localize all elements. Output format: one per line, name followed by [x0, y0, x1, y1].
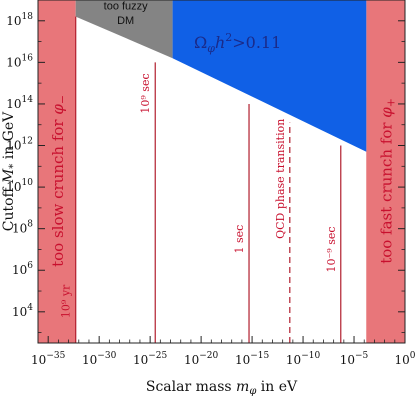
y-tick-label-exp: 10 [22, 178, 34, 188]
y-tick-label-base: 10 [6, 139, 21, 153]
too-slow-crunch-sub: − [56, 95, 69, 104]
y-tick-label-exp: 4 [27, 303, 33, 313]
y-tick-label-base: 10 [6, 14, 21, 28]
x-axis-title-var: m [236, 379, 249, 395]
y-tick-label-exp: 16 [22, 53, 34, 63]
y-tick-label-exp: 12 [22, 137, 33, 147]
x-tick-label: 10−5 [340, 351, 369, 367]
x-tick-label-exp: −25 [148, 351, 167, 361]
y-tick-label-exp: 18 [22, 12, 34, 22]
labels-layer: 10⁹ yr 10⁹ sec 1 sec QCD phase transition 10… [60, 73, 338, 318]
x-tick-label: 10−15 [235, 351, 270, 367]
y-axis-title-var: M [1, 168, 17, 184]
x-tick-label: 100 [394, 351, 415, 367]
x-tick-label-exp: −30 [97, 351, 116, 361]
x-tick-label-exp: −35 [46, 351, 65, 361]
y-tick-label-exp: 6 [27, 261, 33, 271]
too-slow-crunch-var: φ [49, 104, 67, 115]
x-tick-label-exp: −20 [199, 351, 218, 361]
x-tick-label: 10−10 [286, 351, 321, 367]
x-tick-label: 10−30 [82, 351, 117, 367]
x-tick-label-exp: −10 [301, 351, 320, 361]
y-tick-label-exp: 8 [27, 220, 33, 230]
x-axis-title: Scalar mass mφ in eV [146, 379, 298, 397]
ticks-layer: 10−35 10−30 10−25 10−20 10−15 10−10 10−5 100104… [6, 0, 415, 367]
omega-sub: φ [207, 42, 215, 55]
y-axis-title-prefix: Cutoff [1, 183, 17, 231]
y-tick-label-base: 10 [6, 180, 21, 194]
too-fast-crunch-label: too fast crunch for φ+ [378, 98, 398, 264]
x-tick-label: 10−25 [133, 351, 168, 367]
omega-symbol: Ω [194, 33, 207, 52]
too-fast-crunch-region [366, 0, 405, 343]
y-tick-label: 1010 [6, 178, 33, 194]
x-tick-label-base: 10 [82, 353, 97, 367]
too-fast-crunch-prefix: too fast crunch for [378, 118, 396, 264]
y-tick-label: 1012 [6, 137, 33, 153]
regions-layer [38, 0, 405, 343]
x-tick-label-exp: −15 [250, 351, 269, 361]
plot-frame [37, 0, 406, 344]
x-tick-label-base: 10 [394, 353, 409, 367]
x-axis-title-sub: φ [249, 386, 256, 397]
x-axis-title-prefix: Scalar mass [146, 379, 236, 395]
y-tick-label: 1014 [6, 95, 33, 111]
x-tick-label-base: 10 [340, 353, 355, 367]
x-tick-label-base: 10 [286, 353, 301, 367]
y-tick-label-base: 10 [12, 222, 27, 236]
too-fast-crunch-var: φ [378, 107, 396, 118]
x-tick-label-base: 10 [31, 353, 46, 367]
x-tick-label-base: 10 [235, 353, 250, 367]
omega-tail: >0.11 [232, 33, 281, 52]
y-tick-label-base: 10 [12, 263, 27, 277]
y-tick-label-base: 10 [6, 97, 21, 111]
y-tick-label-base: 10 [6, 55, 21, 69]
y-tick-label-exp: 14 [22, 95, 34, 105]
omega-region-region [172, 0, 367, 152]
too-fuzzy-dm-label-line2: DM [117, 15, 134, 27]
x-tick-label-base: 10 [184, 353, 199, 367]
y-tick-label: 104 [12, 303, 33, 319]
time-line-label-10-9-sec: 10⁻⁹ sec [325, 226, 338, 272]
too-slow-crunch-label: too slow crunch for φ− [49, 95, 69, 267]
x-tick-label-exp: 0 [410, 351, 415, 361]
time-line-label-1-sec: 1 sec [233, 225, 246, 254]
y-tick-label: 108 [12, 220, 33, 236]
y-tick-label: 106 [12, 261, 33, 277]
time-line-label-qcd-phase-transition: QCD phase transition [274, 119, 287, 239]
y-tick-label: 1016 [6, 53, 33, 69]
x-tick-label-base: 10 [133, 353, 148, 367]
too-fast-crunch-sub: + [385, 98, 398, 107]
y-tick-label: 1018 [6, 12, 33, 28]
y-axis-title-suffix: in GeV [1, 111, 17, 164]
too-fuzzy-dm-region [75, 0, 173, 59]
too-fuzzy-dm-label-line1: too fuzzy [104, 0, 149, 12]
omega-exp: 2 [225, 31, 232, 44]
omega-h: h [215, 33, 225, 52]
y-axis-title-sub: * [8, 164, 19, 169]
time-line-label-10-9-yr: 10⁹ yr [60, 284, 73, 318]
y-axis-title: Cutoff M* in GeV [1, 111, 19, 231]
time-line-label-10-9-sec: 10⁹ sec [139, 73, 152, 113]
too-slow-crunch-region [38, 0, 76, 343]
too-slow-crunch-prefix: too slow crunch for [49, 115, 67, 267]
time-lines-layer [75, 16, 342, 343]
x-tick-label: 10−35 [31, 351, 66, 367]
y-tick-label-base: 10 [12, 305, 27, 319]
x-tick-label: 10−20 [184, 351, 219, 367]
omega-relic-label: Ωφh2>0.11 [194, 31, 281, 55]
x-tick-label-exp: −5 [355, 351, 369, 361]
x-axis-title-suffix: in eV [256, 379, 298, 395]
